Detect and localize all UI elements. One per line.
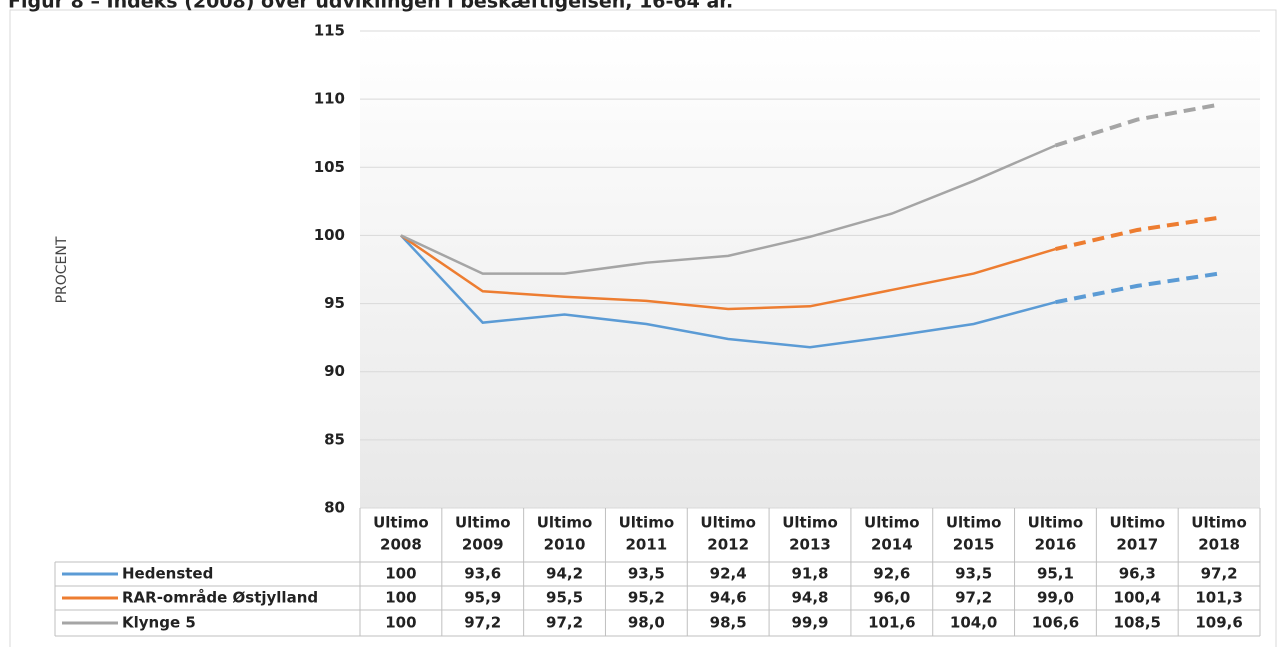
series-line <box>400 144 1056 275</box>
y-tick-label: 115 <box>314 22 345 40</box>
table-value: 95,5 <box>546 589 583 607</box>
table-value: 97,2 <box>1201 565 1238 583</box>
table-value: 104,0 <box>950 614 997 632</box>
table-value: 98,0 <box>628 614 665 632</box>
series-line <box>1054 215 1220 252</box>
table-value: 96,3 <box>1119 565 1156 583</box>
table-value: 101,3 <box>1195 589 1242 607</box>
y-tick-label: 105 <box>314 158 345 176</box>
x-tick-label: Ultimo <box>1109 514 1165 532</box>
x-tick-label: 2011 <box>625 536 667 554</box>
series-line <box>1055 271 1220 305</box>
table-value: 95,1 <box>1037 565 1074 583</box>
table-value: 93,6 <box>464 565 501 583</box>
x-tick-label: Ultimo <box>782 514 838 532</box>
table-value: 99,9 <box>791 614 828 632</box>
table-value: 100,4 <box>1114 589 1161 607</box>
x-tick-label: Ultimo <box>864 514 920 532</box>
x-tick-label: Ultimo <box>619 514 675 532</box>
table-value: 97,2 <box>546 614 583 632</box>
table-value: 96,0 <box>873 589 910 607</box>
table-value: 93,5 <box>628 565 665 583</box>
series-line <box>400 234 1056 311</box>
table-value: 94,6 <box>710 589 747 607</box>
series-line <box>1054 102 1220 148</box>
table-value: 99,0 <box>1037 589 1074 607</box>
table-value: 95,2 <box>628 589 665 607</box>
x-tick-label: 2009 <box>462 536 504 554</box>
table-value: 100 <box>385 565 416 583</box>
y-axis-label: PROCENT <box>54 236 70 303</box>
x-tick-label: 2012 <box>707 536 749 554</box>
x-tick-label: Ultimo <box>455 514 511 532</box>
table-value: 91,8 <box>791 565 828 583</box>
x-tick-label: 2017 <box>1116 536 1158 554</box>
legend-label: RAR-område Østjylland <box>122 589 318 607</box>
x-tick-label: Ultimo <box>946 514 1002 532</box>
x-tick-label: Ultimo <box>1191 514 1247 532</box>
x-tick-label: 2015 <box>953 536 995 554</box>
chart-border <box>9 9 1277 647</box>
legend-label: Klynge 5 <box>122 614 196 632</box>
x-tick-label: 2018 <box>1198 536 1240 554</box>
table-value: 100 <box>385 614 416 632</box>
y-tick-label: 110 <box>314 90 345 108</box>
plot-area <box>360 31 1260 508</box>
x-tick-label: 2013 <box>789 536 831 554</box>
table-value: 97,2 <box>464 614 501 632</box>
x-tick-label: 2008 <box>380 536 422 554</box>
y-tick-label: 100 <box>314 226 345 244</box>
x-tick-label: Ultimo <box>1028 514 1084 532</box>
x-tick-label: Ultimo <box>537 514 593 532</box>
y-tick-label: 95 <box>324 294 345 312</box>
x-tick-label: 2016 <box>1035 536 1077 554</box>
x-tick-label: 2014 <box>871 536 913 554</box>
table-value: 95,9 <box>464 589 501 607</box>
table-value: 92,4 <box>710 565 747 583</box>
y-tick-label: 85 <box>324 430 345 448</box>
y-tick-label: 80 <box>324 499 345 517</box>
table-value: 93,5 <box>955 565 992 583</box>
table-value: 94,2 <box>546 565 583 583</box>
x-tick-label: 2010 <box>544 536 586 554</box>
y-tick-label: 90 <box>324 362 345 380</box>
legend-label: Hedensted <box>122 565 213 583</box>
table-value: 94,8 <box>791 589 828 607</box>
table-value: 92,6 <box>873 565 910 583</box>
x-tick-label: Ultimo <box>373 514 429 532</box>
table-value: 108,5 <box>1114 614 1161 632</box>
table-value: 97,2 <box>955 589 992 607</box>
table-value: 101,6 <box>868 614 915 632</box>
chart-title: Figur 8 – Indeks (2008) over udviklingen… <box>8 0 733 13</box>
x-tick-label: Ultimo <box>700 514 756 532</box>
table-value: 98,5 <box>710 614 747 632</box>
series-line <box>399 234 1056 349</box>
table-value: 106,6 <box>1032 614 1079 632</box>
table-value: 100 <box>385 589 416 607</box>
table-value: 109,6 <box>1195 614 1242 632</box>
